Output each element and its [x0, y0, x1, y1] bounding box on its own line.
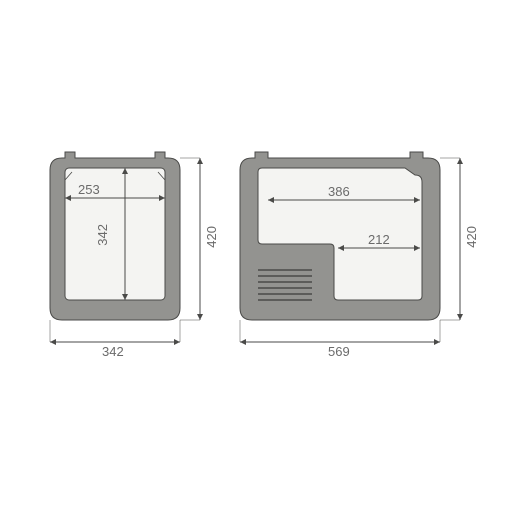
left-outer-width-label: 342 — [102, 344, 124, 359]
right-shape — [240, 152, 463, 345]
left-inner-width-label: 253 — [78, 182, 100, 197]
left-outer-height-label: 420 — [204, 226, 219, 248]
right-outer-width-label: 569 — [328, 344, 350, 359]
left-shape — [50, 152, 203, 345]
left-inner-height-label: 342 — [95, 224, 110, 246]
right-outer-height-label: 420 — [464, 226, 479, 248]
right-inner-width-label: 386 — [328, 184, 350, 199]
dimension-diagram: 253 342 420 342 386 212 420 569 — [0, 0, 510, 510]
diagram-svg — [0, 0, 510, 510]
right-inner-partial-label: 212 — [368, 232, 390, 247]
